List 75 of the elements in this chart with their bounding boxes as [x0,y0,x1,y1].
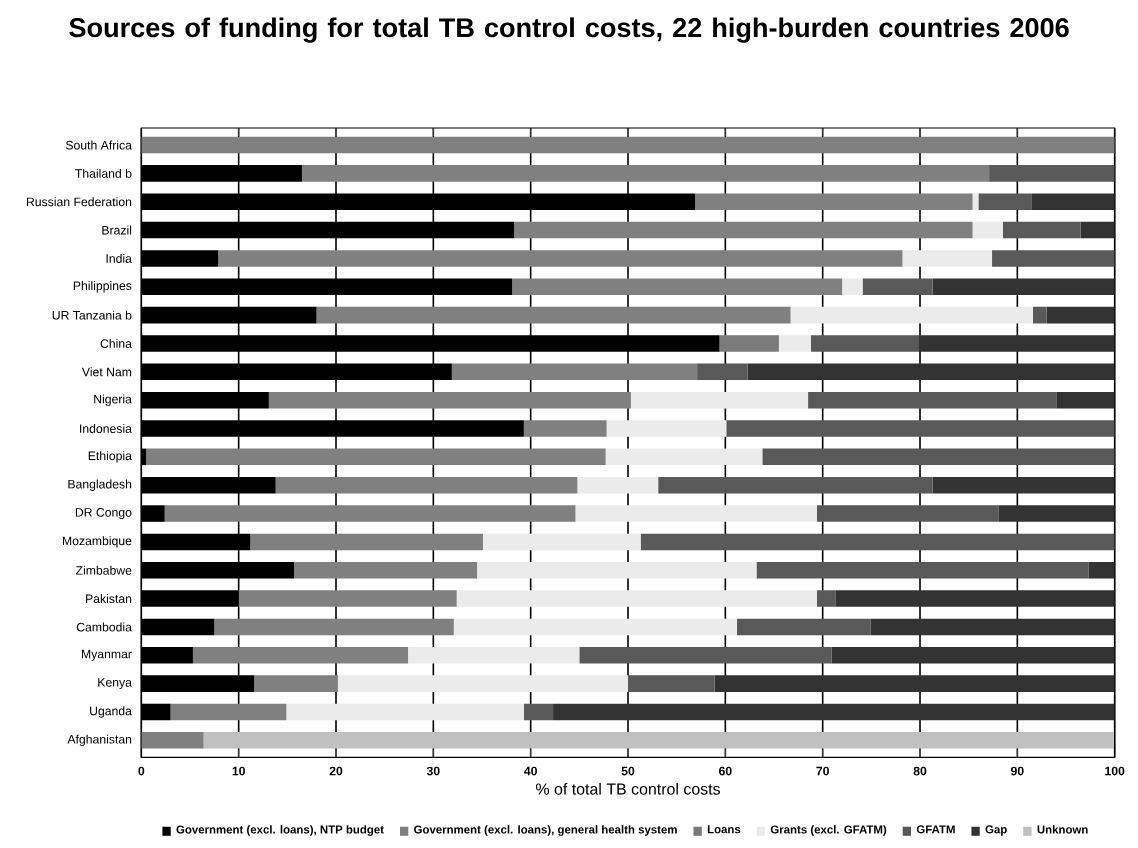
bar [203,732,1114,749]
bar [605,448,763,466]
bar [1031,193,1115,210]
bar [146,448,606,466]
bar [870,618,1115,636]
bar [762,448,1115,466]
bar [141,732,204,749]
bar [842,278,863,296]
bar [726,420,1115,437]
bar [337,675,629,692]
bar [268,391,631,409]
bar [628,675,715,692]
bar [451,363,698,381]
bar [170,703,287,721]
bar [477,561,757,579]
bar [831,647,1115,664]
bar [816,505,999,522]
bar [835,590,1115,607]
bar [978,193,1032,210]
bar [756,561,1089,579]
bar [1046,306,1115,324]
bar [1002,221,1081,239]
bar [579,647,832,664]
bar [294,561,478,579]
bar [553,703,1115,721]
bar [719,335,779,352]
bar [218,250,903,267]
bar [456,590,817,607]
bar [714,675,1115,692]
bar [658,476,933,494]
bar [523,703,554,721]
bar [512,278,843,296]
bar [1080,221,1115,239]
bar [695,193,973,210]
bar [482,533,641,551]
bar [630,391,809,409]
bar [778,335,811,352]
bar [577,476,659,494]
bar [275,476,578,494]
bar [408,647,580,664]
bar [238,590,457,607]
bar [747,363,1115,381]
bar [697,363,748,381]
bar [919,335,1115,352]
bar [523,420,607,437]
bar [737,618,871,636]
bar [810,335,920,352]
bar [998,505,1115,522]
bar [972,221,1003,239]
bar [316,306,791,324]
bar [862,278,933,296]
bar [1032,306,1047,324]
bar [164,505,576,522]
bar [989,165,1115,182]
bar [902,250,993,267]
chart-title: Sources of funding for total TB control costs, 22 high-burden countries 2006 [69,17,1069,43]
bar [606,420,727,437]
bar [514,221,973,239]
bar [932,476,1115,494]
bar [192,647,409,664]
bar [301,165,990,182]
bar [254,675,338,692]
bar [992,250,1115,267]
bar [808,391,1057,409]
bar [453,618,738,636]
bar [575,505,817,522]
bar [1056,391,1115,409]
bar [790,306,1033,324]
bar [286,703,524,721]
bar [932,278,1115,296]
bar [250,533,483,551]
bar [214,618,454,636]
bar [640,533,1115,551]
bar [816,590,836,607]
bar [1088,561,1115,579]
